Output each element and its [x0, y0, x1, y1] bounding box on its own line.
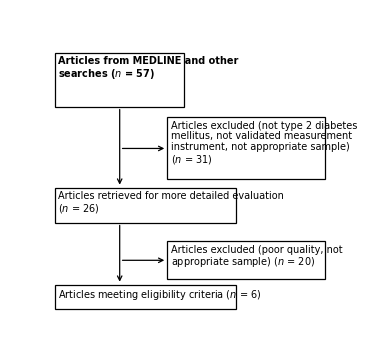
FancyBboxPatch shape [55, 53, 184, 107]
FancyBboxPatch shape [55, 188, 236, 223]
Text: instrument, not appropriate sample): instrument, not appropriate sample) [171, 142, 349, 152]
Text: appropriate sample) ($\mathit{n}$ = 20): appropriate sample) ($\mathit{n}$ = 20) [171, 256, 315, 270]
Text: Articles excluded (poor quality, not: Articles excluded (poor quality, not [171, 245, 342, 255]
Text: Articles from MEDLINE and other: Articles from MEDLINE and other [59, 56, 239, 66]
Text: mellitus, not validated measurement: mellitus, not validated measurement [171, 132, 352, 141]
Text: Articles retrieved for more detailed evaluation: Articles retrieved for more detailed eva… [59, 191, 284, 201]
Text: ($\mathit{n}$ = 26): ($\mathit{n}$ = 26) [59, 202, 100, 215]
FancyBboxPatch shape [55, 285, 236, 309]
Text: Articles excluded (not type 2 diabetes: Articles excluded (not type 2 diabetes [171, 121, 357, 131]
FancyBboxPatch shape [167, 118, 325, 180]
FancyBboxPatch shape [167, 241, 325, 279]
Text: Articles meeting eligibility criteria ($\mathit{n}$ = 6): Articles meeting eligibility criteria ($… [59, 288, 262, 302]
Text: searches ($\mathit{n}$ = 57): searches ($\mathit{n}$ = 57) [59, 67, 155, 81]
Text: ($\mathit{n}$ = 31): ($\mathit{n}$ = 31) [171, 153, 212, 166]
